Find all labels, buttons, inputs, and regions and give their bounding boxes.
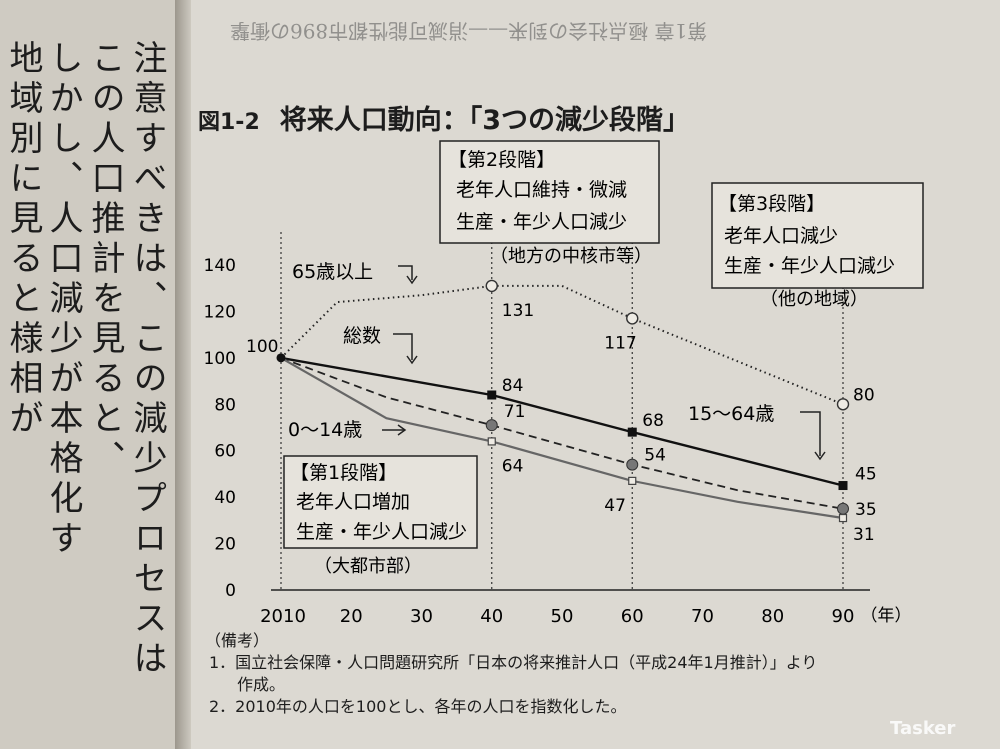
notes: （備考） 1．国立社会保障・人口問題研究所「日本の将来推計人口（平成24年1月推…: [205, 630, 817, 718]
point-15-64: [837, 502, 849, 515]
point-15-64: [485, 419, 498, 432]
x-unit-label: （年）: [861, 606, 912, 626]
stage-3-line-1: 老年人口減少: [724, 225, 838, 247]
point-65-over: [485, 279, 498, 293]
stage-box-2: 【第2段階】 老年人口維持・微減 生産・年少人口減少 （地方の中核市等）: [439, 140, 660, 267]
tick-labels: 0 20 40 60 80 100 120 140 2010 20 30 40 50 60 70 80 90 （年…: [204, 256, 912, 627]
point-total: [487, 390, 497, 400]
left-text-column-2: しかし、人口減少が本格化す: [43, 40, 83, 560]
y-tick-label: 0: [225, 581, 236, 601]
stage-2-heading: 【第2段階】: [448, 149, 555, 171]
right-page: [191, 0, 1000, 749]
point-0-14: [487, 437, 496, 446]
y-tick-label: 120: [204, 302, 236, 322]
stage-3-area: （他の地域）: [760, 289, 868, 310]
x-tick-label: 70: [691, 606, 714, 627]
y-tick-label: 20: [214, 535, 236, 555]
arrow-15-64: [800, 411, 821, 456]
y-tick-label: 80: [214, 395, 236, 415]
y-tick-label: 60: [214, 442, 236, 462]
note-1-cont: 作成。: [237, 675, 286, 694]
x-tick-label: 2010: [260, 606, 306, 627]
figure-number: 図1-2: [198, 110, 260, 135]
stage-2-area: （地方の中核市等）: [490, 246, 652, 267]
arrow-total: [393, 333, 413, 360]
notes-heading: （備考）: [205, 631, 270, 650]
x-tick-label: 40: [480, 606, 503, 627]
legend-15-64: 15〜64歳: [688, 403, 774, 425]
point-65-over: [626, 312, 639, 325]
watermark-logo: Tasker: [890, 718, 956, 739]
series-lines: [280, 284, 844, 520]
x-tick-label: 80: [761, 606, 784, 627]
stage-1-line-2: 生産・年少人口減少: [296, 521, 467, 543]
data-label: 31: [853, 525, 875, 545]
x-tick-label: 20: [340, 606, 363, 627]
data-label: 54: [644, 446, 666, 466]
data-label: 68: [642, 411, 664, 431]
stage-2-line-1: 老年人口維持・微減: [456, 179, 627, 201]
data-label: 100: [246, 337, 278, 357]
book-spine: [175, 0, 191, 749]
stage-box-3: 【第3段階】 老年人口減少 生産・年少人口減少 （他の地域）: [711, 182, 924, 310]
stage-1-line-1: 老年人口増加: [296, 491, 410, 513]
legend-total: 総数: [343, 325, 381, 347]
stage-3-line-2: 生産・年少人口減少: [724, 255, 895, 277]
note-1: 1．国立社会保障・人口問題研究所「日本の将来推計人口（平成24年1月推計）」より: [209, 653, 818, 672]
data-label: 64: [502, 456, 524, 476]
data-label: 80: [853, 385, 875, 405]
y-tick-label: 140: [204, 256, 236, 276]
legend-0-14: 0〜14歳: [288, 419, 362, 441]
stage-3-heading: 【第3段階】: [718, 193, 825, 215]
legend-65-over: 65歳以上: [292, 261, 373, 283]
data-label: 35: [855, 500, 877, 520]
y-tick-label: 40: [214, 488, 236, 508]
point-0-14: [628, 476, 637, 485]
y-tick-label: 100: [204, 349, 236, 369]
series-line-3: [280, 356, 844, 520]
arrow-65-over: [398, 265, 413, 280]
data-label: 47: [604, 496, 626, 516]
x-tick-label: 60: [621, 606, 644, 627]
point-total: [627, 427, 637, 437]
figure-title-text: 将来人口動向：「3つの減少段階」: [279, 105, 691, 136]
series-marks: [276, 279, 850, 523]
point-total: [838, 481, 848, 491]
data-label: 71: [504, 402, 526, 422]
left-page: この人口推計を見ると、 しかし、人口減少が本格化す 注意すべきは、この減少プロセ…: [0, 0, 175, 749]
x-tick-label: 50: [551, 606, 574, 627]
left-text-column-1: この人口推計を見ると、: [85, 40, 125, 480]
point-65-over: [836, 398, 850, 411]
figure-title: 図1-2 将来人口動向：「3つの減少段階」: [198, 98, 690, 137]
note-2: 2．2010年の人口を100とし、各年の人口を指数化した。: [209, 697, 627, 716]
left-text-column-4: 地域別に見ると様相が: [3, 40, 43, 440]
stage-2-line-2: 生産・年少人口減少: [456, 211, 627, 233]
data-label: 117: [604, 333, 636, 353]
data-label: 131: [502, 301, 534, 321]
point-2010: [276, 353, 286, 363]
series-line-1: [280, 356, 844, 487]
data-label: 84: [502, 376, 524, 396]
stage-1-heading: 【第1段階】: [290, 462, 397, 484]
x-tick-label: 90: [832, 606, 855, 627]
left-text-column-3: 注意すべきは、この減少プロセスは: [127, 40, 167, 680]
point-15-64: [626, 458, 639, 471]
x-tick-label: 30: [410, 606, 433, 627]
stage-1-area: （大都市部）: [314, 556, 422, 577]
point-0-14: [838, 513, 848, 523]
stage-box-1: 【第1段階】 老年人口増加 生産・年少人口減少 （大都市部）: [283, 455, 478, 577]
series-line-2: [280, 357, 844, 510]
data-label: 45: [855, 465, 877, 485]
